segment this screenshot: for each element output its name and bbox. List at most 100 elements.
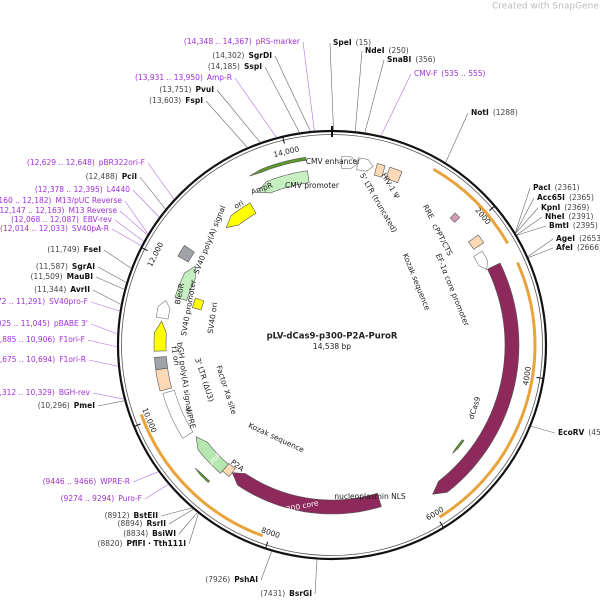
feature-arrow [222,463,236,478]
feature-label: CMV promoter [285,181,340,190]
site-name: SnaBI [387,55,412,64]
feature-arrow [256,170,310,194]
site-leader [90,301,120,312]
site-pos: (8834) [123,529,148,538]
site-label: (8820) PflFI · Tth111I [98,539,187,548]
site-pos: (2369) [564,203,589,212]
feature-arrow [373,163,386,178]
site-leader [234,77,277,138]
site-label: (14,348 .. 14,367) pRS-marker [184,37,301,46]
ruler-tick [536,376,544,379]
site-label: EcoRV (45 [558,428,600,437]
site-name: pBR322ori-F [99,158,145,167]
site-label: (11,025 .. 11,045) pBABE 3' [0,319,88,328]
feature-arrow [155,300,171,320]
site-name: Acc65I [537,193,565,202]
site-name: SV40pro-F [49,297,88,306]
site-label: (12,488) PciI [86,172,138,181]
site-name: NotI [471,108,489,117]
site-leader [139,176,166,210]
feature-label: Factor Xa site [214,364,238,416]
site-pos: (250) [389,46,409,55]
site-label: (9274 .. 9294) Puro-F [61,494,142,503]
site-leader [132,189,160,218]
site-label: Acc65I (2365) [537,193,594,202]
site-pos: (11,272 .. 11,291) [0,297,45,306]
site-pos: (10,885 .. 10,906) [0,335,55,344]
site-pos: (535 .. 555) [441,69,485,78]
feature-label: Kozak sequence [247,421,306,455]
site-leader [114,219,144,242]
site-name: NheI [545,212,565,221]
site-name: SV40pA-R [72,224,109,233]
site-pos: (12,068 .. 12,087) [11,215,79,224]
site-name: SspI [244,62,262,71]
site-pos: (1288) [493,108,518,117]
site-pos: (13,751) [159,85,191,94]
site-leader [516,216,543,236]
site-label: NotI (1288) [471,108,518,117]
feature-arrow [468,234,485,250]
site-name: Puro-F [118,494,142,503]
site-pos: (2653) [579,234,600,243]
feature-label: dCas9 [467,395,483,420]
site-leader [103,249,132,269]
site-pos: (8894) [118,519,143,528]
site-pos: (12,014 .. 12,033) [0,224,68,233]
site-leader [445,112,469,163]
feature-arrow [225,202,257,228]
site-leader [88,359,119,367]
feature-label: BleoR [173,282,186,305]
site-name: F1ori-R [59,355,86,364]
site-label: CMV-F (535 .. 555) [414,69,486,78]
feature-label: EF-1α core promoter [434,252,472,328]
site-pos: (12,378 .. 12,395) [35,185,103,194]
site-pos: (7926) [205,575,230,584]
site-leader [380,73,412,136]
feature-label: SV40 ori [206,302,219,335]
feature-arrow [177,245,195,263]
feature-arrow [154,356,168,371]
site-leader [95,276,125,290]
site-pos: (14,348 .. 14,367) [184,37,252,46]
site-pos: (11,344) [34,285,66,294]
site-name: PacI [533,183,551,192]
site-name: EBV-rev [83,215,113,224]
site-name: L4440 [107,185,130,194]
site-leader [264,66,300,133]
site-leader [260,551,272,581]
site-name: AvrII [70,285,90,294]
site-leader [97,266,127,283]
site-name: BGH-rev [59,388,91,397]
ruler-tick [133,423,141,428]
feature-label: SV40 poly(A) signal [192,204,228,275]
site-name: PshAI [234,575,258,584]
site-label: (10,675 .. 10,694) F1ori-R [0,355,86,364]
site-leader [147,162,175,200]
feature-arrow [356,157,374,172]
site-leader [144,484,169,500]
feature-arrow [385,166,403,184]
site-label: AgeI (2653) [556,234,600,243]
site-pos: (10,296) [38,401,70,410]
watermark: Created with SnapGene [492,2,599,12]
site-pos: (14,302) [212,51,244,60]
site-label: (10,296) PmeI [38,401,96,410]
site-name: SpeI [333,38,352,47]
site-name: CMV-F [414,69,437,78]
site-leader [205,100,248,148]
site-label: KpnI (2369) [541,203,589,212]
site-name: pBABE 3' [54,319,88,328]
site-pos: (12,488) [86,172,118,181]
site-leader [92,392,125,400]
feature-label: 3' LTR (ΔU3) [193,357,216,403]
site-leader [92,289,122,305]
site-label: PacI (2361) [533,183,580,192]
site-label: (11,344) AvrII [34,285,90,294]
feature-label: f1 ori [170,346,182,367]
site-leader [515,197,535,234]
site-label: (14,185) SspI [208,62,262,71]
site-name: BstEII [134,511,159,520]
site-leader [527,238,554,257]
site-pos: (2395) [573,221,598,230]
